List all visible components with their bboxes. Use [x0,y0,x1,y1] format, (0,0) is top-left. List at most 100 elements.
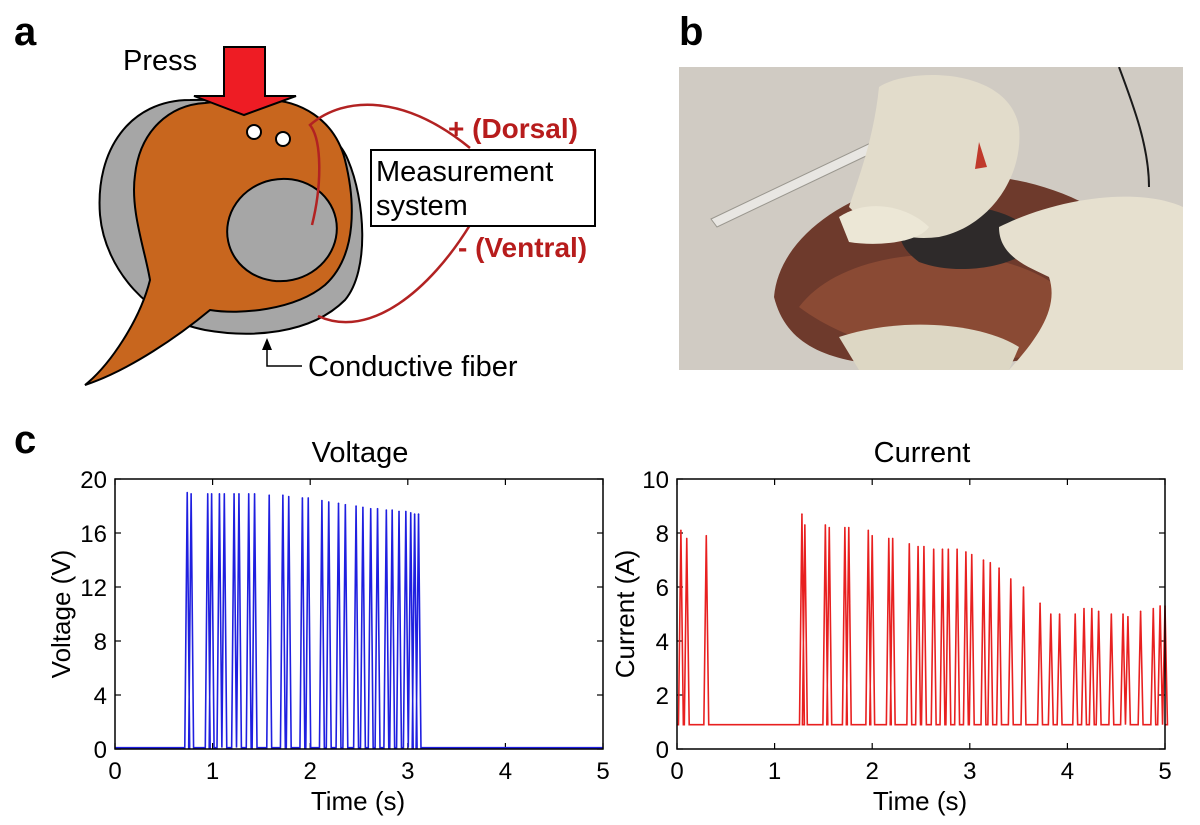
ventral-wire [317,224,472,324]
current-series-line [677,514,1169,726]
current-x-tick-label: 3 [963,758,976,785]
current-data-point [1039,602,1041,604]
current-y-tick-label: 2 [656,683,669,710]
heart-diagram: Measurement system Press + (Dorsal) - (V… [84,45,596,386]
voltage-data-point [268,494,271,497]
voltage-data-point [253,493,256,495]
voltage-data-point [385,509,388,511]
current-data-point [1050,613,1052,615]
voltage-data-point [417,513,420,515]
current-data-point [1159,605,1161,607]
current-data-point [705,534,708,537]
current-data-point [1127,615,1129,618]
current-data-point [982,559,985,561]
voltage-data-point [307,497,310,499]
voltage-data-point [282,494,284,497]
current-data-point [801,513,803,515]
voltage-data-point [405,510,407,513]
voltage-data-point [369,507,372,510]
voltage-x-tick-label: 2 [304,758,317,785]
voltage-y-tick-label: 8 [94,629,107,656]
voltage-y-tick-label: 12 [80,575,107,602]
current-chart-title: Current [874,437,971,469]
current-x-tick-label: 4 [1061,758,1074,785]
voltage-x-axis-label: Time (s) [311,786,405,816]
current-data-point [867,529,870,532]
current-data-point [965,551,967,553]
measurement-box [370,149,596,227]
current-data-point [923,545,925,548]
current-data-point [891,537,894,540]
current-data-point [1122,613,1124,615]
measurement-label-2: system [376,190,468,222]
current-y-tick-label: 6 [656,575,669,602]
voltage-data-point [398,510,400,513]
current-data-point [1009,578,1012,580]
fiber-label: Conductive fiber [308,351,518,383]
measurement-label-1: Measurement [376,156,553,188]
voltage-data-point [238,493,240,495]
voltage-data-point [321,499,323,502]
current-data-point [871,534,873,537]
current-data-point [1164,605,1166,607]
fiber-arrow-icon [262,338,272,350]
current-data-point [1097,610,1100,613]
voltage-data-point [337,502,340,505]
current-data-point [828,526,831,529]
current-data-point [804,524,806,526]
fiber-pointer [266,345,302,367]
voltage-data-point [391,509,393,511]
voltage-chart-title: Voltage [312,437,409,469]
current-y-axis-label: Current (A) [610,550,640,679]
voltage-data-point [355,505,357,507]
voltage-data-point [287,495,290,498]
current-data-point [970,553,973,556]
current-data-point [1091,607,1093,610]
voltage-x-tick-label: 3 [401,758,414,785]
voltage-data-point [344,503,347,506]
voltage-data-point [409,511,412,514]
current-data-point [1110,613,1113,615]
current-y-tick-label: 4 [656,629,669,656]
current-data-point [887,537,890,540]
current-x-tick-label: 0 [670,758,683,785]
current-x-tick-label: 1 [768,758,781,785]
voltage-data-point [218,493,221,495]
voltage-series-line [115,492,603,749]
voltage-y-axis-label: Voltage (V) [46,550,76,679]
current-y-tick-label: 10 [642,467,669,494]
current-data-point [844,526,846,529]
current-data-point [947,548,950,550]
current-y-tick-label: 0 [656,737,669,764]
dorsal-wire [308,103,471,226]
voltage-data-point [210,493,213,495]
voltage-data-point [233,493,235,495]
current-x-tick-label: 2 [866,758,879,785]
current-data-point [989,561,992,564]
inner-ellipse [226,177,338,283]
current-y-tick-label: 8 [656,521,669,548]
current-data-point [824,524,827,526]
voltage-x-tick-label: 0 [108,758,121,785]
ventral-label: - (Ventral) [458,232,587,263]
current-data-point [847,526,850,529]
voltage-data-point [327,501,330,503]
electrode-dot-2 [275,131,291,147]
current-data-point [1083,607,1085,610]
voltage-plot-frame [114,478,604,750]
current-data-point [1058,613,1061,615]
voltage-x-tick-label: 4 [499,758,512,785]
current-data-point [956,548,958,550]
voltage-y-tick-label: 16 [80,521,107,548]
voltage-y-tick-label: 4 [94,683,107,710]
voltage-y-tick-label: 0 [94,737,107,764]
panel-label-b: b [679,10,704,54]
dorsal-label: + (Dorsal) [448,113,578,144]
current-data-point [1022,586,1025,588]
voltage-y-tick-label: 20 [80,467,107,494]
current-data-point [941,548,944,550]
current-data-point [1139,610,1142,613]
voltage-data-point [413,513,416,515]
current-data-point [932,548,935,550]
voltage-data-point [190,493,192,495]
